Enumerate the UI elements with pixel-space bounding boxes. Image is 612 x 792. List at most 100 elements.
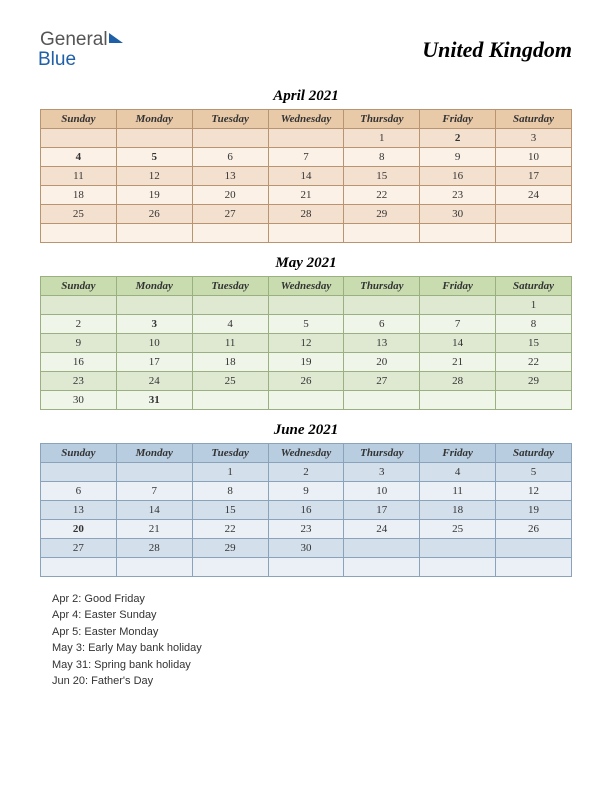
logo-text-blue: Blue [38,49,76,70]
calendar-cell [496,223,572,242]
calendar-cell: 18 [192,352,268,371]
calendar-cell: 24 [496,185,572,204]
calendar-cell: 1 [496,295,572,314]
calendar-cell: 21 [268,185,344,204]
holiday-item: May 31: Spring bank holiday [52,657,572,674]
day-header: Thursday [344,109,420,128]
calendar-cell: 23 [420,185,496,204]
logo-sail-icon [109,33,123,43]
day-header: Wednesday [268,276,344,295]
calendar-cell: 26 [268,371,344,390]
calendar-cell: 5 [496,462,572,481]
calendar-cell: 26 [496,519,572,538]
calendar-cell: 9 [41,333,117,352]
calendar-cell: 11 [420,481,496,500]
calendar-table: SundayMondayTuesdayWednesdayThursdayFrid… [40,109,572,243]
calendar-cell: 27 [192,204,268,223]
day-header: Monday [116,443,192,462]
calendar-cell: 2 [41,314,117,333]
calendar-cell: 14 [116,500,192,519]
calendar-cell [116,462,192,481]
calendar-cell: 8 [192,481,268,500]
calendar-cell [41,223,117,242]
calendar-cell: 21 [116,519,192,538]
calendars-container: April 2021 SundayMondayTuesdayWednesdayTh… [40,88,572,577]
calendar-cell: 8 [496,314,572,333]
calendar-cell: 20 [344,352,420,371]
calendar-cell [192,223,268,242]
month-title: April 2021 [40,88,572,105]
calendar-cell: 19 [116,185,192,204]
calendar-cell [496,538,572,557]
calendar-cell: 5 [116,147,192,166]
day-header: Sunday [41,109,117,128]
calendar-cell: 27 [41,538,117,557]
month-title: May 2021 [40,255,572,272]
calendar-cell: 12 [116,166,192,185]
calendar-cell: 15 [192,500,268,519]
calendar-cell [344,538,420,557]
day-header: Monday [116,109,192,128]
calendar-cell: 30 [41,390,117,409]
calendar-cell [268,223,344,242]
calendar-cell [496,204,572,223]
calendar-cell: 11 [192,333,268,352]
calendar-cell [268,295,344,314]
calendar-cell [344,295,420,314]
calendar-cell: 23 [41,371,117,390]
calendar-cell: 2 [420,128,496,147]
calendar-cell: 29 [192,538,268,557]
holiday-item: Apr 2: Good Friday [52,591,572,608]
calendar-cell [268,390,344,409]
calendar-cell: 6 [41,481,117,500]
calendar-cell: 3 [116,314,192,333]
calendar-cell: 10 [116,333,192,352]
calendar-cell: 4 [41,147,117,166]
holiday-item: Apr 5: Easter Monday [52,624,572,641]
holiday-item: May 3: Early May bank holiday [52,640,572,657]
calendar-cell [192,295,268,314]
calendar-cell [192,557,268,576]
calendar-cell: 18 [41,185,117,204]
calendar-cell [41,128,117,147]
calendar-cell [192,128,268,147]
header: GeneralBlue United Kingdom [40,30,572,70]
day-header: Wednesday [268,109,344,128]
calendar-cell: 19 [496,500,572,519]
calendar-cell: 15 [496,333,572,352]
calendar-cell: 1 [344,128,420,147]
calendar-cell [496,557,572,576]
logo-text-general: General [40,29,108,50]
calendar-cell [420,538,496,557]
month-title: June 2021 [40,422,572,439]
calendar-cell: 12 [268,333,344,352]
calendar-cell: 18 [420,500,496,519]
day-header: Wednesday [268,443,344,462]
calendar-cell: 25 [420,519,496,538]
calendar-cell [116,223,192,242]
calendar-cell [41,295,117,314]
calendar-cell: 29 [496,371,572,390]
calendar-cell: 9 [420,147,496,166]
calendar-cell: 4 [192,314,268,333]
day-header: Sunday [41,443,117,462]
calendar-cell: 22 [344,185,420,204]
month-block: May 2021SundayMondayTuesdayWednesdayThur… [40,255,572,410]
calendar-cell: 10 [496,147,572,166]
calendar-cell [41,462,117,481]
calendar-cell: 13 [344,333,420,352]
calendar-cell: 16 [420,166,496,185]
country-title: United Kingdom [422,37,572,63]
day-header: Friday [420,443,496,462]
calendar-cell: 7 [268,147,344,166]
calendar-cell: 24 [344,519,420,538]
day-header: Saturday [496,443,572,462]
calendar-cell: 14 [420,333,496,352]
holidays-list: Apr 2: Good FridayApr 4: Easter SundayAp… [52,591,572,690]
day-header: Friday [420,109,496,128]
calendar-cell [41,557,117,576]
calendar-cell: 17 [496,166,572,185]
day-header: Thursday [344,276,420,295]
day-header: Sunday [41,276,117,295]
calendar-cell [268,557,344,576]
